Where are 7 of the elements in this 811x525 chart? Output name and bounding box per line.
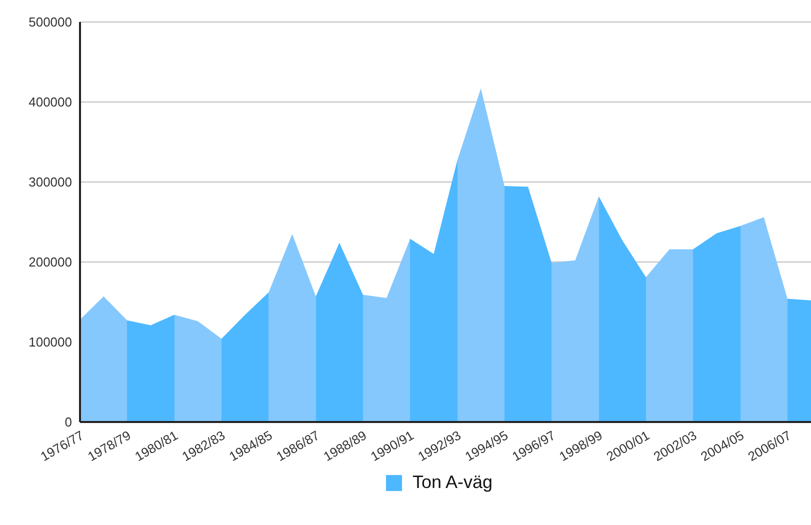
y-tick-label: 400000 <box>28 94 72 110</box>
y-tick-label: 200000 <box>28 254 72 270</box>
y-tick-label: 100000 <box>28 334 72 350</box>
y-tick-label: 500000 <box>28 14 72 30</box>
legend-label: Ton A-väg <box>412 472 493 493</box>
y-tick-label: 300000 <box>28 174 72 190</box>
y-tick-label: 0 <box>64 414 72 430</box>
